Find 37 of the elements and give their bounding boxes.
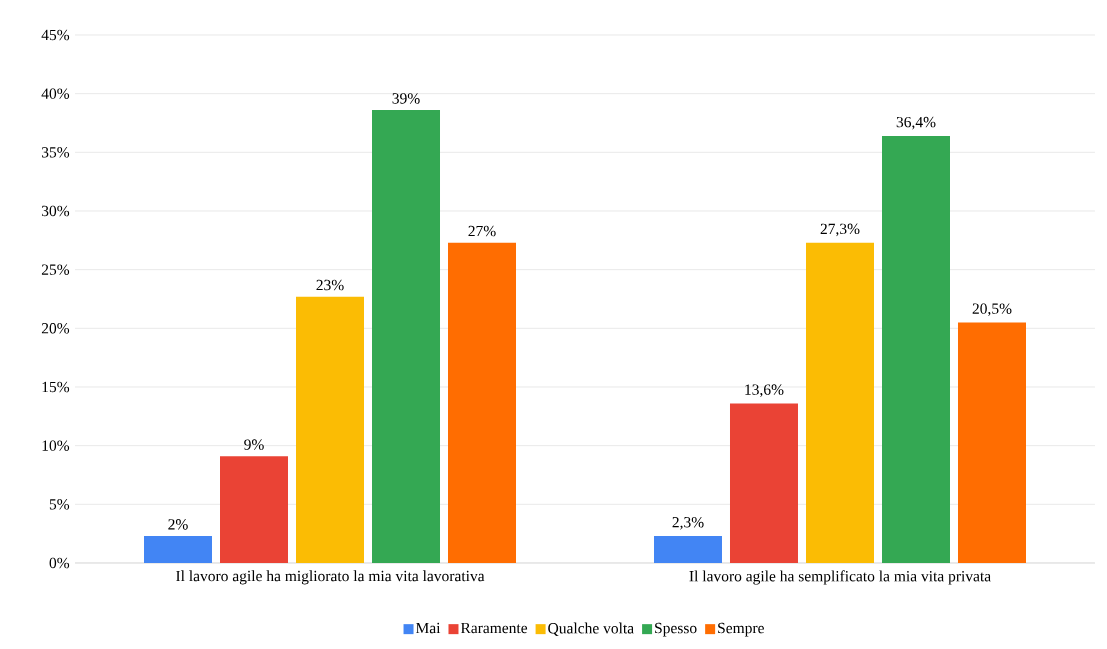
x-tick-label: Il lavoro agile ha migliorato la mia vita lavorativa	[176, 570, 485, 585]
bar	[806, 242, 874, 563]
legend-label: Qualche volta	[548, 622, 634, 636]
data-label: 23%	[316, 279, 344, 291]
legend-label: Sempre	[718, 622, 764, 637]
y-tick-label: 10%	[42, 440, 70, 451]
data-label: 27%	[468, 225, 496, 237]
data-label: 20,5%	[972, 303, 1012, 317]
y-tick-label: 35%	[41, 147, 70, 158]
data-label: 36,4%	[896, 116, 936, 130]
data-label: 2%	[168, 519, 188, 530]
y-tick-label: 25%	[41, 264, 70, 275]
bar	[220, 456, 288, 563]
bar	[144, 536, 212, 563]
data-label: 2,3%	[672, 516, 704, 530]
x-tick-label: Il lavoro agile ha semplificato la mia vita privata	[689, 570, 991, 585]
bar	[730, 403, 798, 563]
bar	[882, 135, 950, 563]
data-label: 9%	[244, 439, 264, 450]
legend-label: Raramente	[460, 622, 528, 634]
y-tick-label: 0%	[49, 557, 70, 569]
legend-label: Mai	[415, 622, 441, 634]
y-tick-label: 15%	[42, 381, 70, 393]
data-label: 39%	[392, 93, 420, 104]
y-tick-label: 45%	[41, 29, 70, 41]
bar	[296, 296, 365, 563]
bar	[372, 110, 441, 563]
data-label: 13,6%	[745, 384, 784, 398]
data-label: 27,3%	[820, 223, 860, 237]
y-tick-label: 30%	[41, 205, 70, 217]
legend-label: Spesso	[655, 622, 697, 637]
y-tick-label: 20%	[41, 323, 70, 334]
y-tick-label: 5%	[49, 499, 70, 510]
bar	[654, 536, 722, 563]
bar	[448, 242, 517, 563]
bar	[958, 322, 1026, 563]
y-tick-label: 40%	[41, 88, 70, 99]
